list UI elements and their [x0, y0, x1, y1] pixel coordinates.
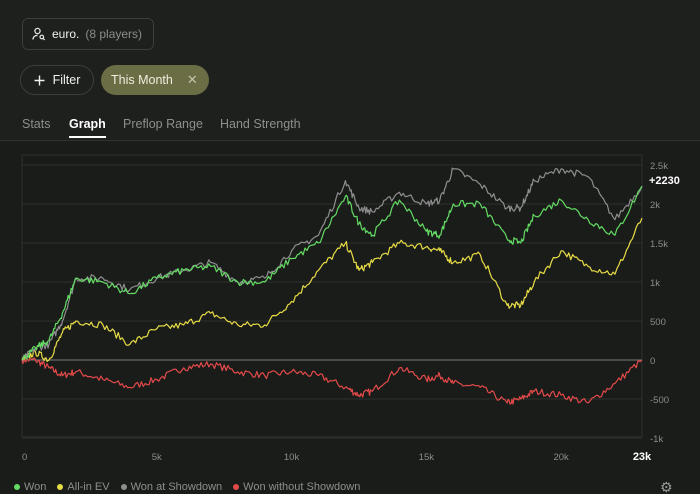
player-selector[interactable]: euro. (8 players): [22, 18, 155, 50]
series-line-allin_ev: [21, 217, 643, 362]
gear-icon[interactable]: ⚙: [660, 479, 673, 494]
tab-graph[interactable]: Graph: [69, 117, 106, 138]
series-line-showdown: [21, 167, 643, 361]
x-tick-label: 10k: [284, 452, 300, 463]
player-name: euro.: [52, 27, 80, 41]
player-count: (8 players): [85, 27, 143, 41]
add-filter-label: Filter: [52, 73, 81, 87]
legend-won-label: Won: [24, 481, 47, 493]
showdown-dot-icon: [120, 484, 127, 490]
y-tick-label: 1k: [650, 278, 660, 289]
x-tick-label: 20k: [553, 452, 569, 463]
period-filter-label: This Month: [111, 73, 173, 87]
plot-frame: [21, 154, 643, 438]
y-tick-label: 2.5k: [650, 161, 668, 172]
legend: Won All-in EV Won at Showdown Won withou…: [14, 481, 360, 493]
legend-showdown[interactable]: Won at Showdown: [120, 481, 223, 493]
legend-won[interactable]: Won: [14, 481, 46, 493]
y-tick-label: 2k: [650, 200, 660, 211]
tab-preflop-range[interactable]: Preflop Range: [123, 117, 203, 131]
tab-stats[interactable]: Stats: [22, 117, 51, 131]
legend-allin-ev[interactable]: All-in EV: [57, 481, 110, 493]
y-tick-label: -500: [650, 395, 669, 406]
series-line-won: [21, 185, 643, 361]
period-filter-chip[interactable]: This Month ✕: [101, 65, 209, 95]
tabs-divider: [0, 140, 700, 141]
y-tick-label: 1.5k: [650, 239, 668, 250]
x-tick-label: 0: [22, 452, 27, 463]
x-tick-label: 15k: [419, 452, 435, 463]
graph-panel: 2.5k 2k 1.5k 1k 500 0 -500 -1k 0 5k 10k 15k 20k 23k …: [0, 141, 700, 494]
allin-ev-dot-icon: [57, 484, 64, 490]
legend-allin-ev-label: All-in EV: [67, 481, 110, 493]
y-tick-label: -1k: [650, 434, 663, 445]
tab-hand-strength[interactable]: Hand Strength: [220, 117, 301, 131]
plus-icon: [34, 75, 45, 85]
won-dot-icon: [14, 484, 20, 490]
y-tick-label: 0: [650, 356, 655, 367]
final-value-label: +2230: [649, 175, 680, 187]
x-tick-label: 23k: [633, 451, 652, 463]
user-search-icon: [32, 27, 46, 41]
close-icon[interactable]: ✕: [186, 72, 198, 87]
legend-non-showdown[interactable]: Won without Showdown: [233, 481, 360, 493]
non-showdown-dot-icon: [233, 484, 240, 490]
legend-non-showdown-label: Won without Showdown: [243, 481, 361, 493]
y-tick-label: 500: [650, 317, 666, 328]
add-filter-button[interactable]: Filter: [20, 65, 94, 95]
legend-showdown-label: Won at Showdown: [130, 481, 223, 493]
tab-bar: Stats Graph Preflop Range Hand Strength: [0, 117, 700, 141]
x-tick-label: 5k: [152, 452, 162, 463]
series-line-non_showdown: [21, 356, 643, 405]
